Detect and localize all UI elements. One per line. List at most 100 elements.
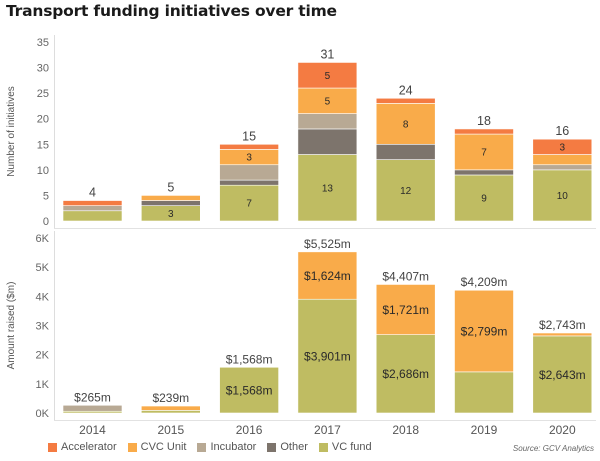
legend-label: CVC Unit xyxy=(140,441,187,453)
segment-label: $1,624m xyxy=(304,269,351,283)
legend-item-vc-fund[interactable]: VC fund xyxy=(318,441,372,453)
bar-segment-vc-fund xyxy=(297,154,358,222)
bar-segment-incubator xyxy=(532,164,593,171)
total-label: 18 xyxy=(477,114,491,128)
segment-label: 5 xyxy=(325,96,331,107)
segment-label: 12 xyxy=(400,186,412,197)
legend: Accelerator CVC Unit Incubator Other VC … xyxy=(48,441,383,453)
bar-segment-cvc-unit xyxy=(454,289,514,373)
y-tick-label: 15 xyxy=(37,139,49,151)
bar-segment-accelerator xyxy=(375,97,436,104)
bar-segment-other xyxy=(297,128,358,155)
bar-segment-vc-fund xyxy=(454,174,514,222)
segment-label: 7 xyxy=(246,199,252,210)
segment-label: 10 xyxy=(557,191,569,202)
y-tick-label: 5 xyxy=(43,190,49,202)
y-tick-label: 5K xyxy=(36,262,50,274)
segment-label: 3 xyxy=(560,142,566,153)
total-label: $2,743m xyxy=(539,318,586,332)
legend-swatch-other xyxy=(267,442,277,452)
x-tick-label: 2015 xyxy=(157,423,184,437)
y-tick-label: 25 xyxy=(37,88,49,100)
legend-item-cvc-unit[interactable]: CVC Unit xyxy=(127,441,187,453)
total-label: 31 xyxy=(320,47,334,61)
bar-segment-vc-fund xyxy=(454,371,514,414)
legend-swatch-vc-fund xyxy=(318,442,328,452)
segment-label: 3 xyxy=(168,209,174,220)
bar-segment-other xyxy=(454,169,514,176)
legend-swatch-accelerator xyxy=(48,442,57,452)
bar-segment-cvc-unit xyxy=(297,87,358,114)
bar-segment-incubator xyxy=(62,205,123,212)
total-label: $1,568m xyxy=(226,352,273,366)
legend-label: Accelerator xyxy=(61,441,117,453)
bar-segment-other xyxy=(141,200,201,206)
legend-swatch-cvc-unit xyxy=(127,442,137,452)
y-tick-label: 0 xyxy=(43,216,49,228)
y-tick-label: 20 xyxy=(37,114,49,126)
segment-label: $2,799m xyxy=(461,324,508,338)
bar-segment-vc-fund xyxy=(375,159,436,222)
segment-label: 3 xyxy=(246,153,252,164)
bar-segment-cvc-unit xyxy=(532,154,593,166)
y-tick-label: 1K xyxy=(36,379,50,391)
segment-label: 7 xyxy=(481,148,487,159)
bar-segment-accelerator xyxy=(219,143,279,150)
bar-segment-vc-fund xyxy=(532,335,593,414)
legend-swatch-incubator xyxy=(197,442,207,452)
legend-item-accelerator[interactable]: Accelerator xyxy=(48,441,117,453)
total-label: 16 xyxy=(555,124,569,138)
bar-segment-vc-fund xyxy=(532,169,593,222)
x-tick-label: 2014 xyxy=(79,423,106,437)
y-tick-label: 2K xyxy=(36,350,50,362)
bar-segment-incubator xyxy=(219,164,279,181)
bar-segment-cvc-unit xyxy=(297,251,358,300)
total-label: 4 xyxy=(89,186,96,200)
y-tick-label: 6K xyxy=(36,233,50,245)
x-tick-label: 2019 xyxy=(471,423,498,437)
bar-segment-cvc-unit xyxy=(375,103,436,145)
legend-item-incubator[interactable]: Incubator xyxy=(197,441,256,453)
bar-segment-cvc-unit xyxy=(141,405,201,411)
y-tick-label: 30 xyxy=(37,63,49,75)
segment-label: $2,643m xyxy=(539,368,586,382)
source-note: Source: GCV Analytics xyxy=(512,444,594,453)
bar-segment-vc-fund xyxy=(62,210,123,222)
total-label: $265m xyxy=(74,390,111,404)
y-tick-label: 3K xyxy=(36,321,50,333)
bar-segment-incubator xyxy=(62,404,123,412)
y-axis-title: Amount raised ($m) xyxy=(6,282,17,370)
total-label: 15 xyxy=(242,129,256,143)
y-tick-label: 4K xyxy=(36,291,50,303)
bar-segment-cvc-unit xyxy=(141,195,201,201)
bar-segment-accelerator xyxy=(62,200,123,206)
legend-label: Other xyxy=(280,441,308,453)
x-tick-label: 2016 xyxy=(236,423,263,437)
y-tick-label: 10 xyxy=(37,165,49,177)
total-label: $239m xyxy=(152,391,189,405)
x-tick-label: 2020 xyxy=(549,423,576,437)
bar-segment-accelerator xyxy=(297,62,358,89)
total-label: 5 xyxy=(167,180,174,194)
bar-segment-other xyxy=(375,143,436,160)
bar-segment-incubator xyxy=(297,113,358,130)
bar-segment-vc-fund xyxy=(375,334,436,414)
legend-item-other[interactable]: Other xyxy=(267,441,308,453)
bar-segment-cvc-unit xyxy=(375,284,436,335)
segment-label: $1,721m xyxy=(382,303,429,317)
bar-segment-vc-fund xyxy=(219,366,279,414)
segment-label: $2,686m xyxy=(382,367,429,381)
bar-segment-cvc-unit xyxy=(532,332,593,337)
segment-label: 9 xyxy=(481,194,487,205)
y-tick-label: 0K xyxy=(36,408,50,420)
bar-segment-accelerator xyxy=(532,138,593,155)
segment-label: 5 xyxy=(325,71,331,82)
legend-label: VC fund xyxy=(331,441,372,453)
total-label: $4,209m xyxy=(461,275,508,289)
total-label: $4,407m xyxy=(382,269,429,283)
segment-label: 8 xyxy=(403,119,409,130)
total-label: 24 xyxy=(399,83,413,97)
bar-segment-vc-fund xyxy=(297,298,358,414)
segment-label: $3,901m xyxy=(304,349,351,363)
